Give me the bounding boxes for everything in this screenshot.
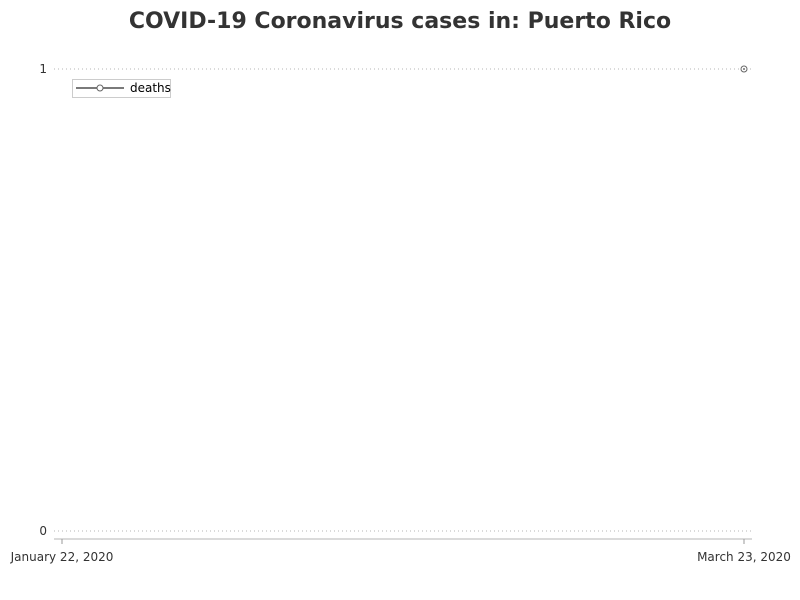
data-point-center-0-0 <box>743 68 745 70</box>
legend-marker-0 <box>96 84 104 92</box>
legend-label-0: deaths <box>130 81 171 95</box>
x-tick-label-0: January 22, 2020 <box>10 550 114 564</box>
y-tick-label-1: 1 <box>39 62 47 76</box>
chart-title: COVID-19 Coronavirus cases in: Puerto Ri… <box>128 9 672 34</box>
y-tick-label-0: 0 <box>39 524 47 538</box>
x-tick-label-1: March 23, 2020 <box>697 550 791 564</box>
